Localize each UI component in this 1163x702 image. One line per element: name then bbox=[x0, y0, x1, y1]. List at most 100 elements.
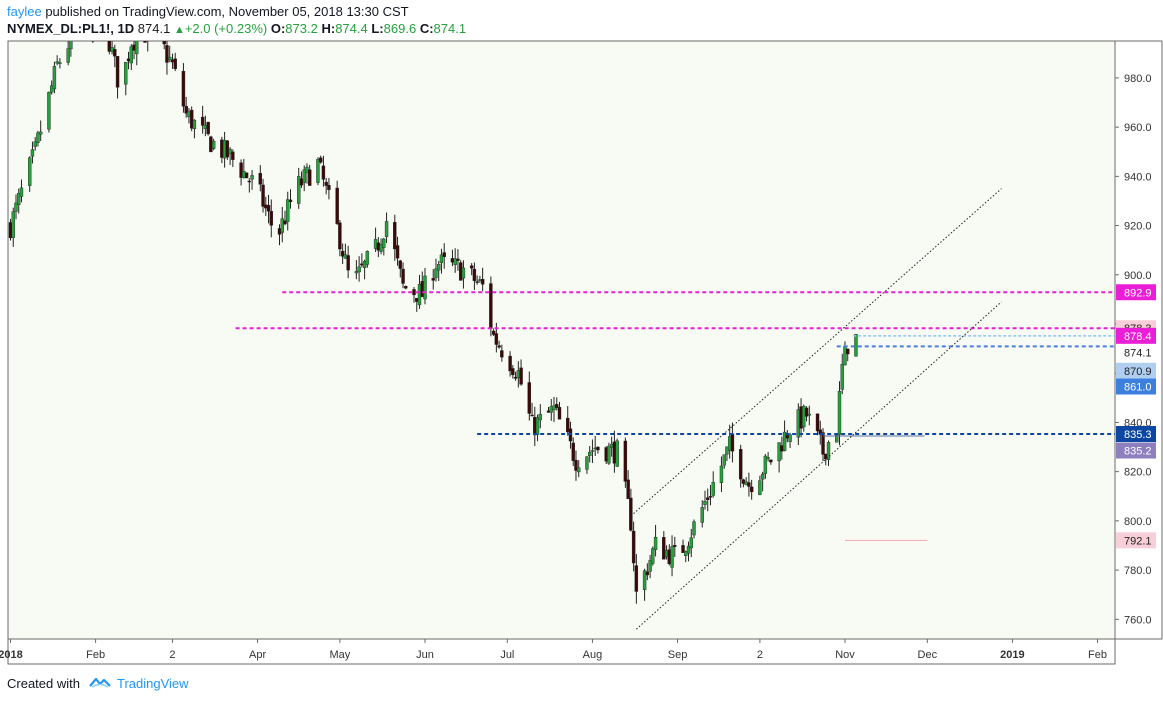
price-tick-label: 960.0 bbox=[1124, 122, 1152, 134]
candle-down bbox=[629, 497, 633, 531]
candle-up bbox=[453, 258, 457, 265]
candle-down bbox=[162, 41, 166, 45]
candle-up bbox=[19, 187, 24, 197]
candle-up bbox=[280, 218, 284, 233]
candle-up bbox=[36, 132, 40, 144]
candle-up bbox=[577, 467, 581, 473]
ohlc-line: NYMEX_DL:PL1!, 1D 874.1 ▲+2.0 (+0.23%) O… bbox=[7, 20, 466, 39]
price-label-bg bbox=[1116, 426, 1156, 443]
candle-down bbox=[412, 289, 416, 296]
publisher-link[interactable]: faylee bbox=[7, 4, 42, 19]
candle-up bbox=[297, 176, 301, 204]
candle-down bbox=[530, 414, 534, 417]
candle-down bbox=[494, 333, 499, 345]
time-axis[interactable] bbox=[7, 638, 1116, 665]
candle-up bbox=[135, 41, 139, 55]
high-value: 874.4 bbox=[335, 21, 368, 36]
candle-down bbox=[631, 530, 636, 564]
price-label-text: 861.0 bbox=[1124, 382, 1152, 394]
candle-down bbox=[662, 537, 666, 560]
candle-up bbox=[129, 46, 133, 64]
candle-up bbox=[316, 159, 320, 183]
candle-down bbox=[571, 442, 575, 461]
candle-up bbox=[689, 537, 693, 549]
plot-area[interactable] bbox=[7, 40, 1116, 640]
candle-down bbox=[508, 355, 512, 372]
candle-down bbox=[804, 407, 809, 417]
candle-down bbox=[239, 162, 243, 178]
candle-down bbox=[469, 265, 474, 269]
candle-up bbox=[168, 56, 172, 60]
time-tick-label: 2019 bbox=[1000, 649, 1024, 661]
candle-up bbox=[670, 546, 674, 568]
candle-down bbox=[266, 205, 271, 212]
candle-up bbox=[97, 19, 100, 27]
candle-down bbox=[480, 279, 485, 285]
candle-up bbox=[535, 417, 540, 435]
candle-up bbox=[365, 251, 370, 265]
candle-up bbox=[75, 18, 78, 32]
candle-up bbox=[840, 363, 844, 390]
candle-up bbox=[607, 445, 611, 464]
candle-up bbox=[719, 465, 724, 483]
candle-down bbox=[200, 116, 205, 126]
candle-up bbox=[692, 521, 696, 536]
candle-down bbox=[340, 250, 345, 257]
high-label: H: bbox=[321, 21, 336, 36]
footer: Created with TradingView bbox=[7, 676, 189, 691]
candle-down bbox=[596, 446, 600, 451]
candle-up bbox=[758, 480, 762, 495]
candle-up bbox=[439, 254, 444, 264]
candle-down bbox=[105, 21, 108, 22]
candle-down bbox=[527, 382, 532, 414]
candle-down bbox=[189, 109, 194, 129]
time-tick-label: Sep bbox=[668, 649, 688, 661]
price-tick-label: 800.0 bbox=[1124, 516, 1152, 528]
candle-down bbox=[269, 211, 273, 226]
candle-down bbox=[566, 417, 570, 433]
candle-down bbox=[327, 184, 331, 190]
candle-up bbox=[703, 500, 707, 505]
candle-down bbox=[747, 482, 751, 487]
candle-down bbox=[78, 19, 81, 27]
candle-up bbox=[585, 456, 589, 470]
candle-down bbox=[107, 41, 112, 52]
candle-down bbox=[143, 41, 147, 43]
candle-down bbox=[113, 49, 117, 57]
candle-up bbox=[782, 431, 787, 451]
price-label-text: 892.9 bbox=[1124, 287, 1152, 299]
candle-up bbox=[211, 140, 216, 149]
symbol-label[interactable]: NYMEX_DL:PL1!, 1D bbox=[7, 21, 135, 36]
candle-down bbox=[497, 345, 501, 348]
price-label-bg bbox=[1116, 327, 1156, 344]
drawings-layer bbox=[235, 188, 1115, 630]
candle-up bbox=[146, 22, 149, 39]
candle-up bbox=[642, 570, 647, 591]
candle-up bbox=[58, 62, 62, 64]
time-tick-label: 2 bbox=[169, 649, 175, 661]
tradingview-cloud-icon[interactable] bbox=[89, 676, 111, 691]
candle-down bbox=[491, 330, 496, 335]
candle-up bbox=[379, 244, 383, 252]
candle-up bbox=[722, 454, 726, 466]
candle-down bbox=[181, 71, 186, 107]
candle-up bbox=[651, 548, 655, 564]
tradingview-link[interactable]: TradingView bbox=[116, 676, 189, 691]
candle-down bbox=[231, 151, 235, 160]
candle-down bbox=[318, 157, 323, 163]
candle-up bbox=[354, 271, 359, 274]
time-tick-label: Jun bbox=[416, 649, 434, 661]
candle-up bbox=[437, 264, 441, 271]
candle-up bbox=[854, 333, 858, 357]
candle-down bbox=[557, 407, 562, 420]
candle-up bbox=[711, 482, 715, 496]
candle-down bbox=[555, 404, 559, 408]
candle-up bbox=[302, 169, 306, 183]
candle-up bbox=[86, 21, 89, 23]
price-label-text: 874.1 bbox=[1124, 347, 1152, 359]
low-value: 869.6 bbox=[383, 21, 417, 36]
candle-up bbox=[55, 61, 59, 64]
candle-up bbox=[766, 457, 770, 459]
candle-down bbox=[321, 165, 326, 180]
